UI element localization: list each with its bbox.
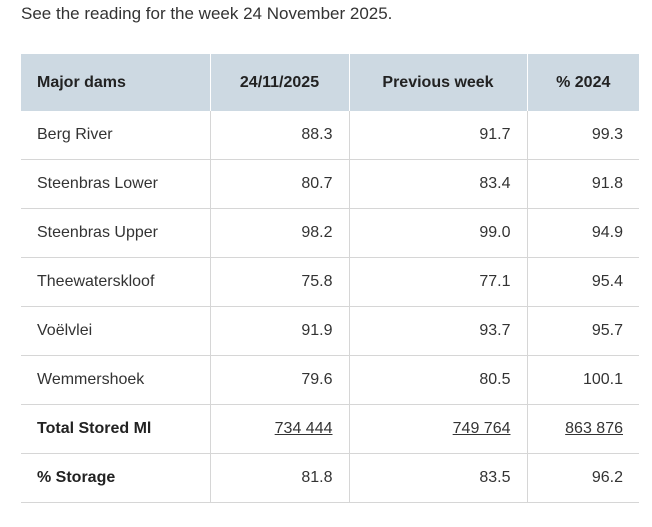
table-cell: 100.1 [526,355,639,405]
row-label: Total Stored Ml [21,404,210,454]
table-row: Steenbras Upper 98.2 99.0 94.9 [21,208,639,258]
row-label: Theewaterskloof [21,257,210,307]
column-header: Major dams [21,54,210,111]
table-row: % Storage 81.8 83.5 96.2 [21,453,639,503]
table-cell: 99.0 [348,208,527,258]
table-cell: 734 444 [209,404,349,454]
table-cell: 95.7 [526,306,639,356]
table-cell: 88.3 [209,111,349,160]
table-row: Total Stored Ml 734 444 749 764 863 876 [21,404,639,454]
table-cell: 81.8 [209,453,349,503]
cell-link[interactable]: 734 444 [274,420,333,437]
table-row: Wemmershoek 79.6 80.5 100.1 [21,355,639,405]
table-cell: 93.7 [348,306,527,356]
table-cell: 91.7 [348,111,527,160]
row-label: Voëlvlei [21,306,210,356]
dams-table: Major dams 24/11/2025 Previous week% 2024 … [21,54,639,503]
table-cell: 77.1 [348,257,527,307]
table-cell: 96.2 [526,453,639,503]
table-cell: 83.5 [348,453,527,503]
table-cell: 80.5 [348,355,527,405]
table-cell: 99.3 [526,111,639,160]
table-body: Berg River 88.3 91.7 99.3 Steenbras Lower 80.… [21,111,639,503]
table-cell: 95.4 [526,257,639,307]
table-cell: 75.8 [209,257,349,307]
table-cell: 91.8 [526,159,639,209]
row-label: Berg River [21,111,210,160]
table-cell: 98.2 [209,208,349,258]
table-cell: 749 764 [348,404,527,454]
table-row: Theewaterskloof 75.8 77.1 95.4 [21,257,639,307]
row-label: Steenbras Upper [21,208,210,258]
table-cell: 80.7 [209,159,349,209]
table-row: Steenbras Lower 80.7 83.4 91.8 [21,159,639,209]
intro-text: See the reading for the week 24 November… [21,4,393,23]
table-cell: 94.9 [526,208,639,258]
table-row: Voëlvlei 91.9 93.7 95.7 [21,306,639,356]
header-row: Major dams 24/11/2025 Previous week% 2024 [21,54,639,111]
table-cell: 863 876 [526,404,639,454]
column-header: Previous week [348,54,527,111]
cell-link[interactable]: 863 876 [565,420,623,437]
table-row: Berg River 88.3 91.7 99.3 [21,111,639,160]
table-cell: 91.9 [209,306,349,356]
column-header: 24/11/2025 [209,54,349,111]
row-label: % Storage [21,453,210,503]
table-cell: 83.4 [348,159,527,209]
row-label: Wemmershoek [21,355,210,405]
row-label: Steenbras Lower [21,159,210,209]
cell-link[interactable]: 749 764 [452,420,511,437]
table-cell: 79.6 [209,355,349,405]
column-header: % 2024 [526,54,639,111]
